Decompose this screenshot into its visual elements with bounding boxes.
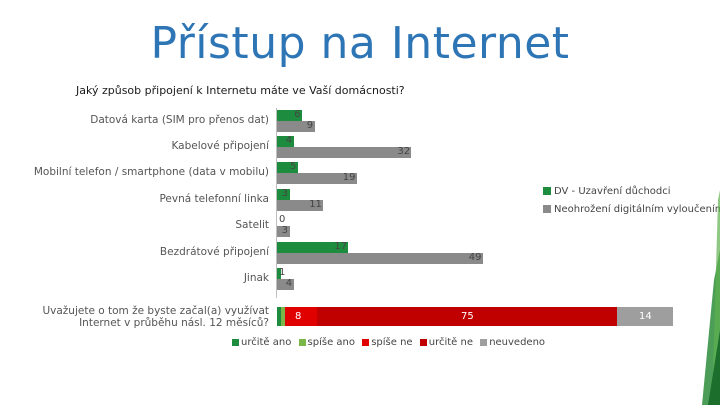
legend-item-urcite-ne: určitě ne [419, 337, 473, 348]
data-label-ne: 4 [285, 278, 293, 289]
category-label: Datová karta (SIM pro přenos dat) [90, 114, 269, 126]
bar-dv [277, 110, 303, 121]
data-label-ne: 3 [281, 225, 288, 236]
decorative-stripes [702, 190, 720, 405]
question-label: Jaký způsob připojení k Internetu máte v… [76, 84, 405, 97]
data-label-dv: 17 [334, 241, 348, 252]
data-label-dv: 3 [281, 188, 288, 199]
category-label: Jinak [243, 272, 269, 284]
segment-urcite-ano [277, 307, 281, 326]
category-label: Mobilní telefon / smartphone (data v mob… [33, 166, 269, 178]
data-label-ne: 32 [397, 146, 411, 157]
legend-label-urcite-ano: určitě ano [241, 337, 292, 348]
legend-swatch-dv [543, 187, 551, 195]
data-label-ne: 19 [342, 172, 356, 183]
legend-item-neuvedeno: neuvedeno [480, 337, 545, 348]
legend-swatch-spise-ne [362, 338, 370, 346]
legend-label-dv: DV - Uzavření důchodci [554, 186, 671, 197]
legend-swatch-spise-ano [298, 338, 306, 346]
segment-urcite-ne [317, 307, 617, 326]
page-title: Přístup na Internet [150, 18, 570, 69]
data-label-dv: 4 [285, 135, 293, 146]
data-label-ne: 11 [309, 199, 322, 210]
data-label-dv: 5 [290, 161, 297, 172]
legend-item-spise-ne: spíše ne [362, 337, 413, 348]
category-label: Satelit [235, 219, 269, 231]
legend-label-ne: Neohrožení digitálním vyloučením [554, 204, 720, 215]
question-internet-plan: Uvažujete o tom že byste začal(a) využív… [37, 305, 269, 329]
legend-label-spise-ne: spíše ne [371, 337, 413, 348]
legend-item-urcite-ano: určitě ano [232, 337, 291, 348]
segment-label-urcite-ne: 75 [461, 311, 474, 322]
bar-dv [277, 189, 290, 200]
segment-neuvedeno [617, 307, 673, 326]
data-label-dv: 1 [279, 267, 286, 278]
legend-swatch-urcite-ne [419, 338, 427, 346]
legend-label-spise-ano: spíše ano [307, 337, 355, 348]
segment-label-neuvedeno: 14 [639, 311, 652, 322]
bar-ne [277, 173, 357, 184]
legend-label-neuvedeno: neuvedeno [489, 337, 546, 348]
category-label: Bezdrátové připojení [159, 246, 269, 258]
bar-dv [277, 268, 282, 279]
category-label: Pevná telefonní linka [159, 193, 269, 205]
legend-swatch-urcite-ano [232, 338, 239, 346]
bar-dv [277, 136, 294, 147]
bar-ne [277, 226, 290, 237]
axis-line [276, 108, 277, 298]
data-label-dv: 0 [279, 214, 286, 225]
data-label-dv: 6 [294, 109, 301, 120]
legend-item-spise-ano: spíše ano [298, 337, 355, 348]
category-label: Kabelové připojení [171, 140, 269, 152]
data-label-ne: 9 [306, 120, 314, 131]
legend-bottom: určitě ano spíše ano spíše ne určitě ne … [232, 337, 549, 348]
bar-ne [277, 200, 324, 211]
segment-label-spise-ne: 8 [295, 311, 302, 322]
legend-item-dv: DV - Uzavření důchodci [543, 186, 671, 197]
bar-dv [277, 242, 349, 253]
data-label-ne: 49 [468, 252, 482, 263]
legend-item-ne: Neohrožení digitálním vyloučením [543, 204, 720, 215]
legend-swatch-ne [543, 205, 551, 213]
bar-ne [277, 121, 315, 132]
segment-spise-ano [281, 307, 285, 326]
bar-ne [277, 147, 412, 158]
segment-spise-ne [285, 307, 317, 326]
legend-swatch-neuvedeno [480, 338, 488, 346]
bar-dv [277, 162, 298, 173]
bar-ne [277, 279, 294, 290]
question-internet-plan-text: Uvažujete o tom že byste začal(a) využív… [42, 305, 269, 329]
legend-label-urcite-ne: určitě ne [428, 337, 473, 348]
bar-ne [277, 253, 483, 264]
